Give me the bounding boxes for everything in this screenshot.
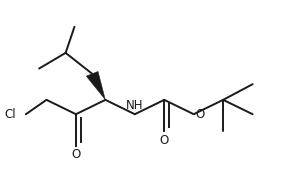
Text: O: O — [195, 108, 205, 121]
Text: O: O — [160, 134, 169, 147]
Text: Cl: Cl — [4, 108, 16, 121]
Text: O: O — [71, 148, 81, 161]
Polygon shape — [86, 71, 105, 100]
Text: NH: NH — [126, 99, 144, 112]
